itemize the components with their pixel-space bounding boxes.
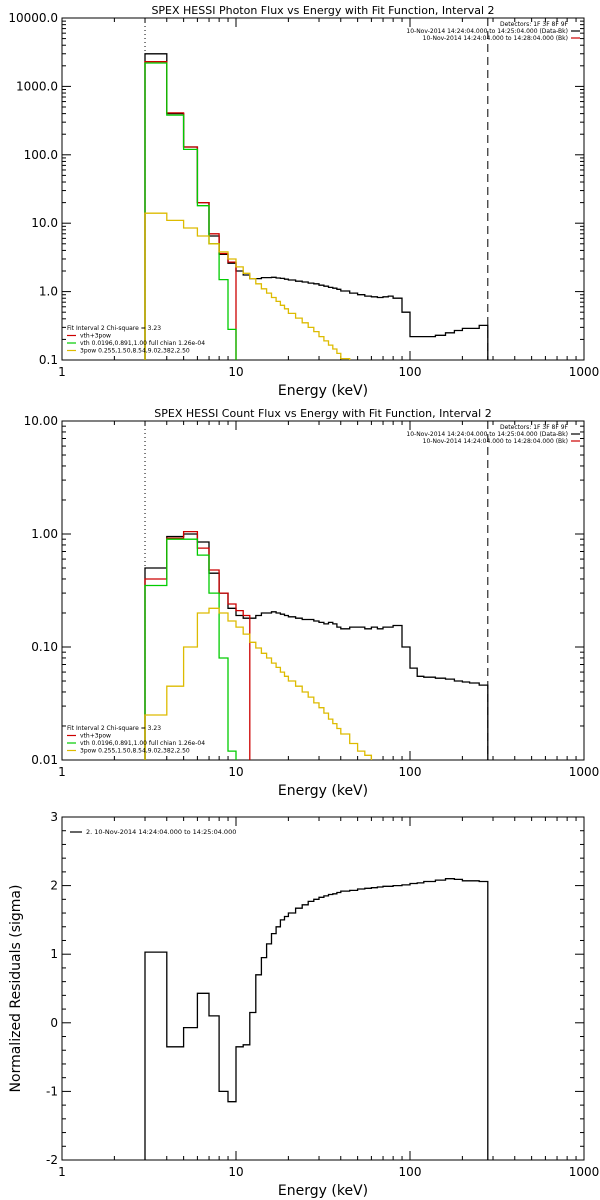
- y-tick-label: 0.01: [31, 753, 58, 767]
- series-group: [144, 53, 489, 360]
- legend-bottom-left-entry: Fit Interval 2 Chi-square = 3.23: [67, 325, 161, 332]
- series-line-3: [144, 62, 237, 360]
- y-axis-label: Normalized Residuals (sigma): [8, 885, 24, 1093]
- x-axis-label: Energy (keV): [278, 383, 368, 399]
- legend-bottom-left-entry: 3pow 0.255,1.50,8.54,9.02,382,2.50: [80, 348, 190, 355]
- series-line-4: [144, 212, 359, 360]
- legend-bottom-left-entry: vth 0.0196,0.891,1.00 full chian 1.26e-0…: [80, 740, 205, 747]
- chart-panel-2: SPEX HESSI Count Flux vs Energy with Fit…: [24, 407, 600, 799]
- chart-title: SPEX HESSI Count Flux vs Energy with Fit…: [154, 407, 491, 420]
- y-tick-label: 1000.0: [16, 79, 58, 93]
- plot-frame: [61, 17, 585, 361]
- x-tick-label: 100: [399, 765, 422, 779]
- legend-top-right-entry: 10-Nov-2014 14:24:04.000 to 14:25:04.000…: [406, 28, 568, 35]
- series-line-1: [144, 53, 489, 360]
- legend-bottom-left-entry: vth+3pow: [80, 733, 111, 740]
- y-tick-label: 10000.0: [8, 11, 58, 25]
- series-line-1: [144, 533, 489, 760]
- y-tick-label: 1.00: [31, 527, 58, 541]
- y-tick-label: -1: [46, 1084, 58, 1098]
- x-tick-label: 1000: [569, 365, 600, 379]
- x-axis-label: Energy (keV): [278, 1183, 368, 1199]
- x-tick-label: 1: [58, 765, 66, 779]
- legend-bottom-left-entry: Fit Interval 2 Chi-square = 3.23: [67, 725, 161, 732]
- legend-top-left-entry: 2. 10-Nov-2014 14:24:04.000 to 14:25:04.…: [86, 828, 236, 836]
- x-tick-label: 1: [58, 365, 66, 379]
- series-line-2: [144, 530, 251, 760]
- y-tick-label: 2: [50, 879, 58, 893]
- chart-title: SPEX HESSI Photon Flux vs Energy with Fi…: [151, 4, 494, 17]
- x-axis-label: Energy (keV): [278, 783, 368, 799]
- chart-panel-1: SPEX HESSI Photon Flux vs Energy with Fi…: [8, 4, 599, 399]
- x-tick-label: 10: [228, 365, 243, 379]
- y-tick-label: 10.00: [24, 414, 58, 428]
- x-tick-label: 10: [228, 1165, 243, 1179]
- y-tick-label: 1: [50, 947, 58, 961]
- plot-frame: [61, 420, 585, 761]
- series-line-4: [144, 607, 384, 760]
- x-tick-label: 100: [399, 365, 422, 379]
- legend-top-right-entry: Detectors: 1F 3F 8F 9F: [500, 424, 569, 431]
- series-line-1: [144, 878, 489, 1160]
- legend-top-right-entry: 10-Nov-2014 14:24:04.000 to 14:25:04.000…: [406, 431, 568, 438]
- series-line-3: [144, 538, 237, 760]
- legend-bottom-left-entry: vth 0.0196,0.891,1.00 full chian 1.26e-0…: [80, 340, 205, 347]
- x-tick-label: 10: [228, 765, 243, 779]
- chart-panel-3: 1 10 100 1000 -2 -1 0 1 2 3 Energy (keV) Normalized…: [8, 810, 599, 1199]
- series-group: [144, 530, 489, 760]
- series-group: [144, 878, 489, 1160]
- x-tick-label: 1: [58, 1165, 66, 1179]
- legend-top-right-entry: Detectors: 1F 3F 8F 9F: [500, 21, 569, 28]
- plot-frame: [61, 816, 585, 1161]
- y-tick-label: 0.10: [31, 640, 58, 654]
- legend-top-right-entry: 10-Nov-2014 14:24:04.000 to 14:28:04.000…: [423, 438, 568, 445]
- y-tick-label: 3: [50, 810, 58, 824]
- legend-bottom-left-entry: vth+3pow: [80, 333, 111, 340]
- legend-bottom-left-entry: 3pow 0.255,1.50,8.54,9.02,382,2.50: [80, 748, 190, 755]
- y-tick-label: 10.0: [31, 216, 58, 230]
- y-tick-label: 100.0: [24, 148, 58, 162]
- y-tick-label: 0.1: [39, 353, 58, 367]
- legend-top-right-entry: 10-Nov-2014 14:24:04.000 to 14:28:04.000…: [423, 35, 568, 42]
- x-tick-label: 1000: [569, 1165, 600, 1179]
- y-tick-label: 1.0: [39, 285, 58, 299]
- x-tick-label: 100: [399, 1165, 422, 1179]
- x-tick-label: 1000: [569, 765, 600, 779]
- y-tick-label: -2: [46, 1153, 58, 1167]
- series-line-2: [144, 61, 237, 360]
- y-tick-label: 0: [50, 1016, 58, 1030]
